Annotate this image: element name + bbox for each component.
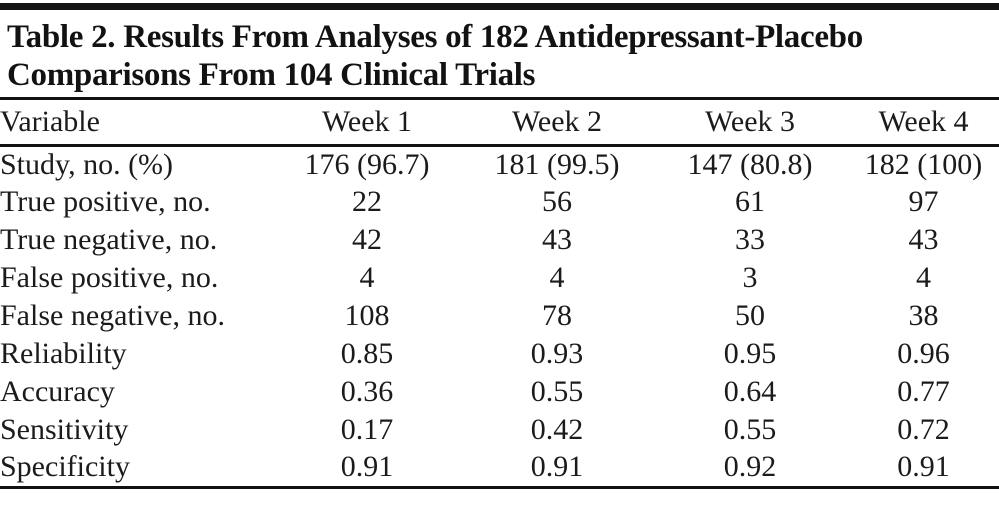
- cell-week2: 56: [542, 185, 572, 218]
- cell-week1: 0.91: [340, 450, 394, 484]
- row-label: Reliability: [0, 337, 127, 370]
- cell-week2: 0.93: [530, 337, 584, 370]
- cell-week3: 50: [735, 299, 765, 332]
- column-header-week3: Week 3: [652, 100, 848, 147]
- table-row-true-positive: True positive, no. 22 56 61 97: [0, 183, 999, 221]
- table-row-study: Study, no. (%) 176 (96.7) 181 (99.5) 147…: [0, 145, 999, 183]
- cell-week3: 0.55: [723, 413, 777, 446]
- cell-week4: 182 (100): [864, 147, 983, 181]
- cell-week3: 0.95: [723, 337, 777, 370]
- row-label: Study, no. (%): [0, 147, 174, 181]
- table-row-reliability: Reliability 0.85 0.93 0.95 0.96: [0, 335, 999, 373]
- table-row-false-positive: False positive, no. 4 4 3 4: [0, 259, 999, 297]
- cell-week4: 4: [916, 261, 931, 294]
- cell-week1: 42: [352, 223, 382, 256]
- cell-week4: 0.72: [897, 413, 950, 446]
- table-title-line1: Table 2. Results From Analyses of 182 An…: [7, 19, 863, 55]
- cell-week4: 43: [908, 223, 939, 256]
- cell-week2: 0.42: [530, 413, 584, 446]
- cell-week3: 147 (80.8): [687, 147, 813, 181]
- cell-week1: 4: [359, 261, 375, 294]
- cell-week1: 0.36: [340, 375, 394, 408]
- row-label: Sensitivity: [0, 413, 129, 446]
- table-row-true-negative: True negative, no. 42 43 33 43: [0, 221, 999, 259]
- cell-week4: 97: [908, 185, 939, 218]
- row-label: False negative, no.: [0, 299, 225, 332]
- row-label: False positive, no.: [0, 261, 219, 294]
- cell-week2: 0.91: [530, 450, 584, 484]
- column-header-week4: Week 4: [848, 100, 999, 147]
- cell-week2: 4: [549, 261, 565, 294]
- cell-week3: 3: [742, 261, 758, 294]
- table-row-specificity: Specificity 0.91 0.91 0.92 0.91: [0, 449, 999, 487]
- row-label: True positive, no.: [0, 185, 211, 218]
- cell-week1: 108: [344, 299, 390, 332]
- table-row-false-negative: False negative, no. 108 78 50 38: [0, 297, 999, 335]
- cell-week1: 22: [352, 185, 382, 218]
- cell-week2: 43: [542, 223, 572, 256]
- top-heavy-rule: [0, 3, 999, 10]
- cell-week1: 0.17: [340, 413, 394, 446]
- row-label: True negative, no.: [0, 223, 218, 256]
- cell-week2: 78: [542, 299, 572, 332]
- cell-week1: 176 (96.7): [304, 147, 430, 181]
- cell-week3: 33: [735, 223, 765, 256]
- cell-week4: 0.77: [897, 375, 950, 408]
- cell-week4: 0.91: [897, 450, 950, 484]
- cell-week1: 0.85: [340, 337, 394, 370]
- table-title-line2: Comparisons From 104 Clinical Trials: [7, 57, 536, 93]
- title-divider-rule: [0, 97, 999, 100]
- cell-week2: 181 (99.5): [494, 147, 620, 181]
- table-2-panel: Table 2. Results From Analyses of 182 An…: [0, 3, 999, 489]
- table-row-accuracy: Accuracy 0.36 0.55 0.64 0.77: [0, 373, 999, 411]
- table-row-sensitivity: Sensitivity 0.17 0.42 0.55 0.72: [0, 411, 999, 449]
- column-header-week2: Week 2: [462, 100, 652, 147]
- table-header: Variable Week 1 Week 2 Week 3 Week 4: [0, 100, 999, 147]
- row-label: Specificity: [0, 450, 130, 484]
- cell-week4: 0.96: [897, 337, 950, 370]
- column-header-week1: Week 1: [272, 100, 462, 147]
- column-header-variable: Variable: [0, 100, 272, 147]
- header-row: Variable Week 1 Week 2 Week 3 Week 4: [0, 100, 999, 147]
- results-table: Variable Week 1 Week 2 Week 3 Week 4 Stu…: [0, 100, 999, 489]
- cell-week3: 0.64: [723, 375, 777, 408]
- table-title: Table 2. Results From Analyses of 182 An…: [0, 18, 999, 94]
- row-label: Accuracy: [0, 375, 115, 408]
- cell-week4: 38: [908, 299, 939, 332]
- cell-week3: 61: [735, 185, 765, 218]
- table-body: Study, no. (%) 176 (96.7) 181 (99.5) 147…: [0, 145, 999, 487]
- cell-week2: 0.55: [530, 375, 584, 408]
- cell-week3: 0.92: [723, 450, 777, 484]
